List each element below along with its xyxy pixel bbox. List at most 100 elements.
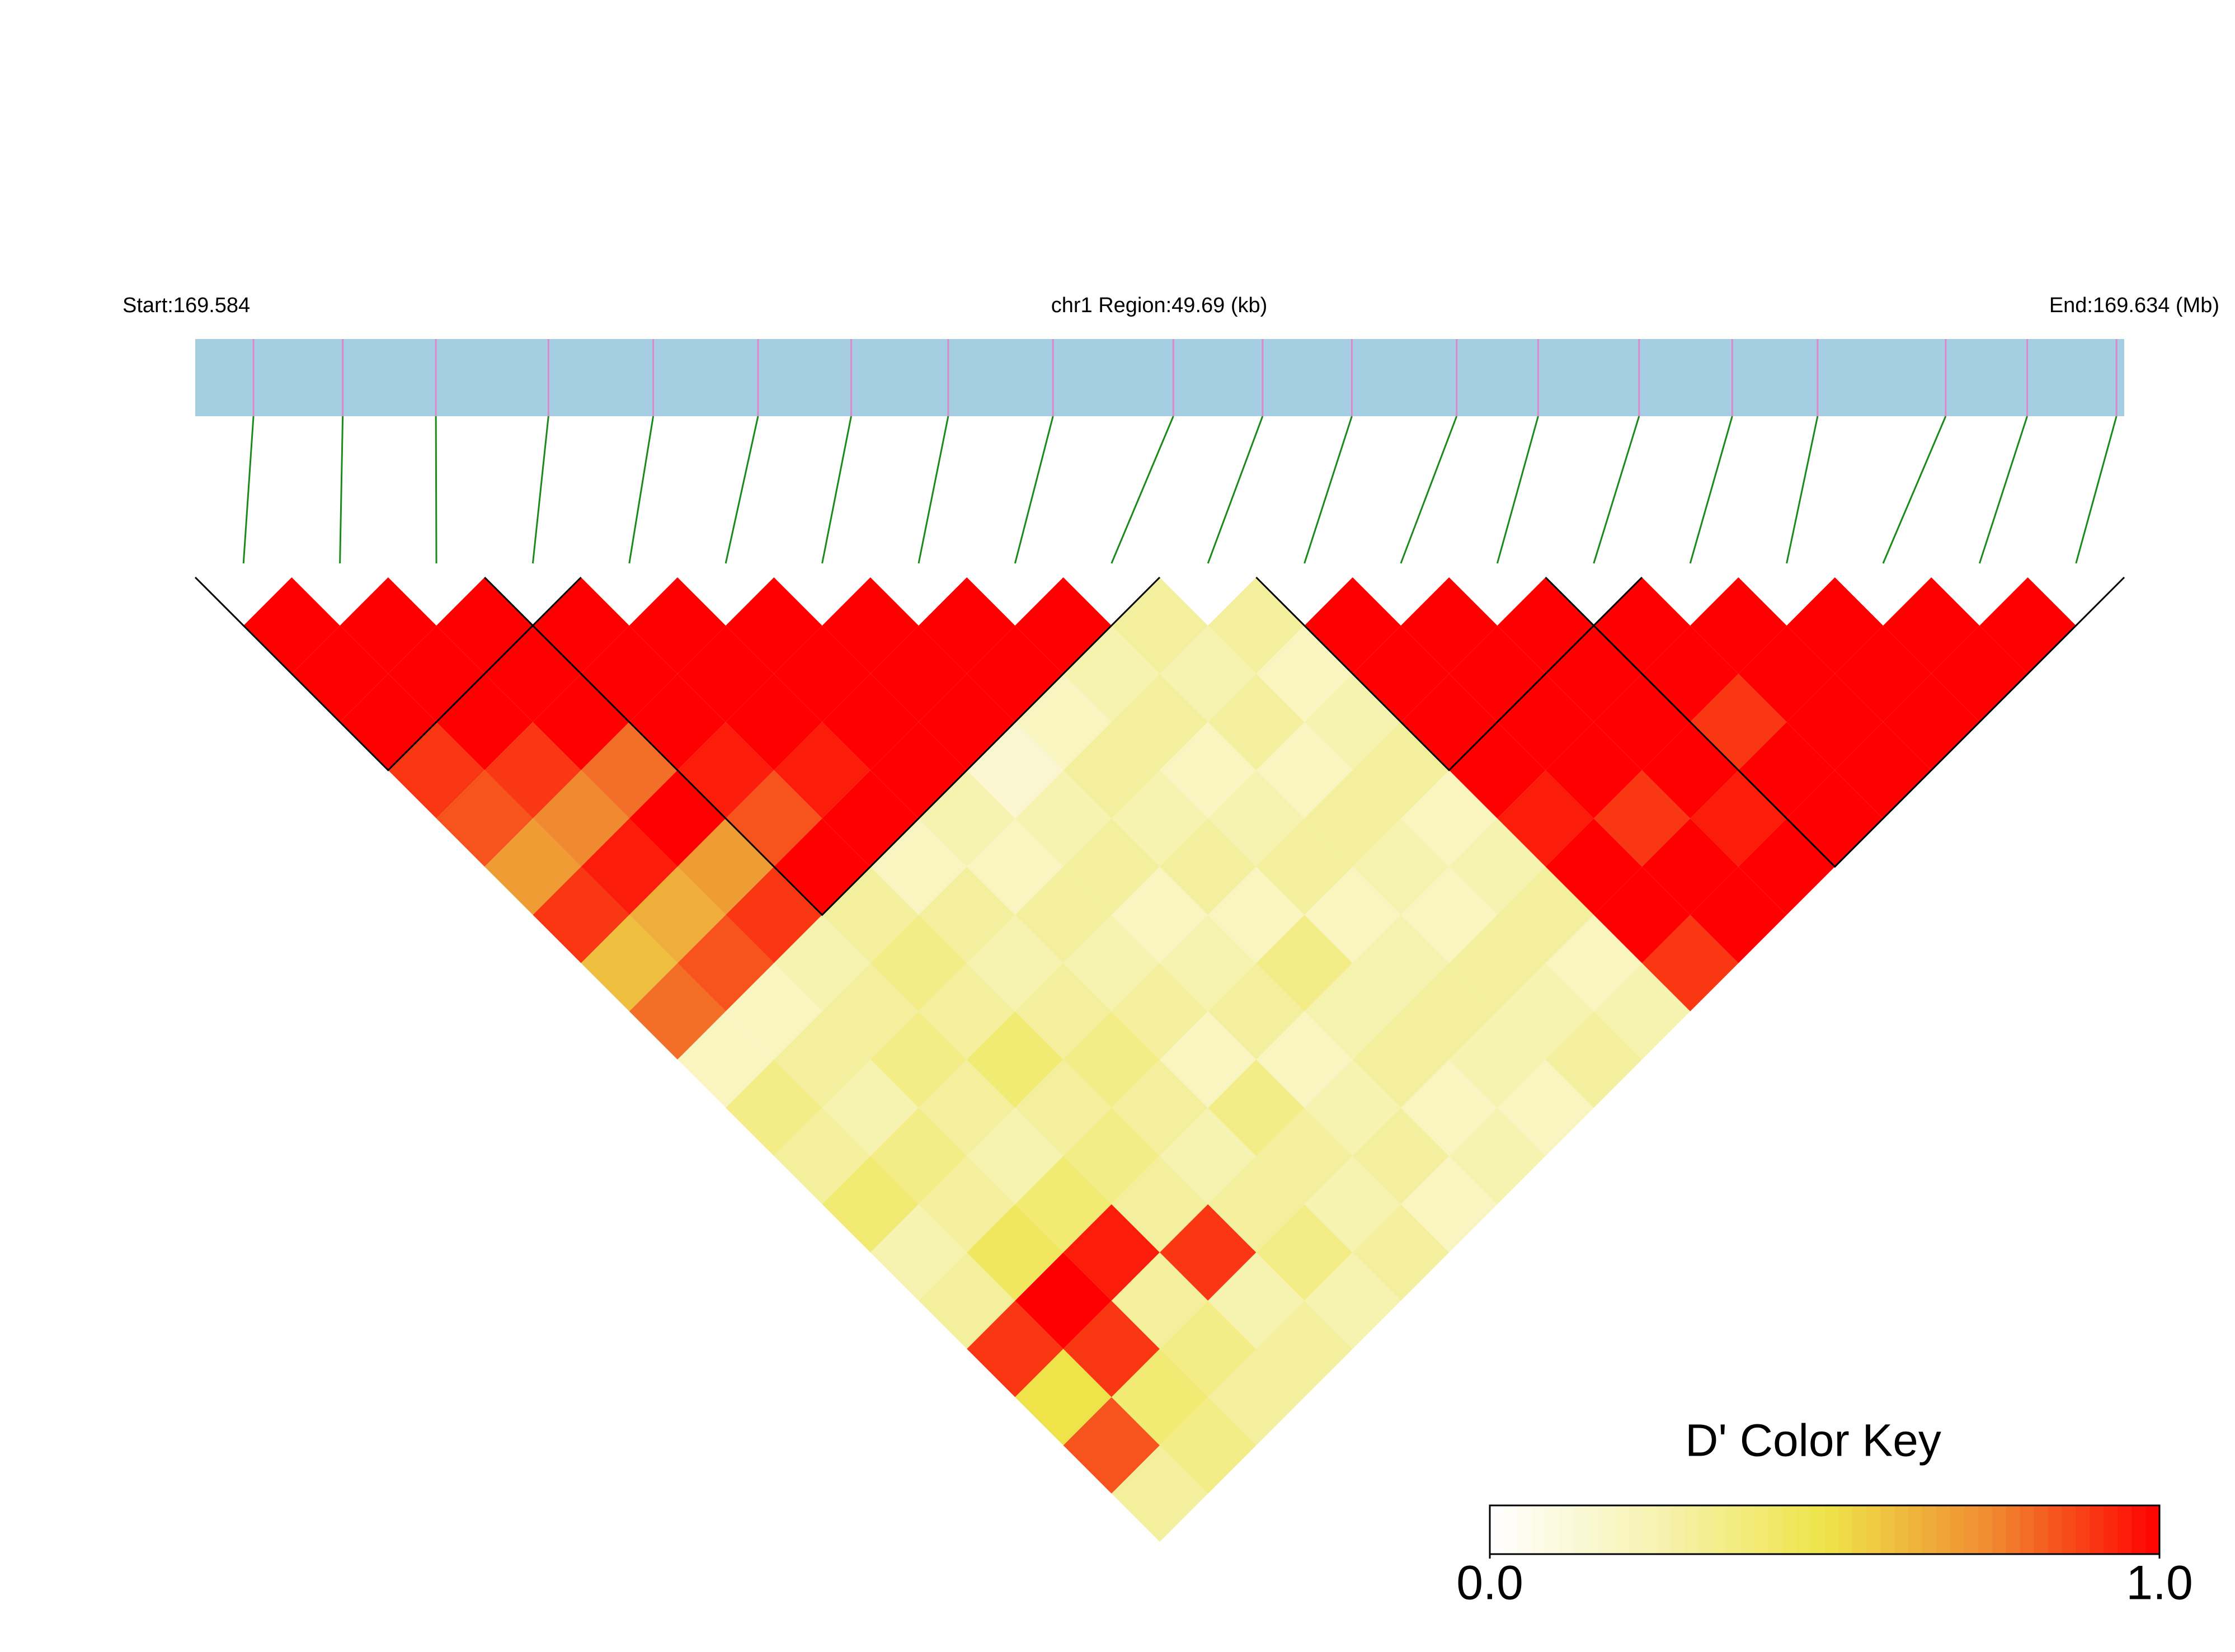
- ld-cell: [1015, 1156, 1112, 1253]
- snp-connector: [724, 416, 759, 564]
- ld-cell: [243, 577, 340, 674]
- ld-cell: [1352, 625, 1450, 722]
- ld-cell: [774, 1108, 871, 1204]
- snp-connector: [1207, 416, 1264, 564]
- ld-cell: [1160, 1397, 1257, 1494]
- ld-cell: [1160, 915, 1257, 1011]
- ld-cell: [1593, 770, 1691, 867]
- ld-cell: [1160, 1204, 1257, 1301]
- ld-cell: [1497, 770, 1594, 867]
- ld-cell: [1160, 1301, 1257, 1397]
- colorbar-step: [1796, 1505, 1811, 1554]
- colorbar-step: [2104, 1505, 2119, 1554]
- ld-cell: [1497, 1060, 1594, 1156]
- ld-cell: [1401, 867, 1498, 963]
- snp-connector: [531, 416, 549, 564]
- ld-cell: [774, 625, 871, 722]
- colorbar-step: [1754, 1505, 1770, 1554]
- colorbar-step: [1782, 1505, 1798, 1554]
- snp-connector: [628, 416, 655, 564]
- colorbar-tick-label: 1.0: [2126, 1556, 2193, 1610]
- ld-cell: [436, 770, 533, 867]
- ld-cell: [1111, 867, 1208, 963]
- position-bar: [195, 339, 2124, 416]
- colorbar-step: [2145, 1505, 2160, 1554]
- ld-cell: [1545, 722, 1642, 818]
- colorbar-step: [1601, 1505, 1616, 1554]
- colorbar-tick-label: 0.0: [1456, 1556, 1523, 1610]
- ld-block-outline: [1255, 576, 1643, 771]
- ld-cell: [1593, 867, 1691, 963]
- ld-cell: [629, 577, 726, 674]
- ld-cell: [677, 625, 774, 722]
- colorbar-step: [1740, 1505, 1756, 1554]
- start-label: Start:169.584: [123, 294, 250, 317]
- snp-connector: [821, 416, 852, 564]
- ld-cell: [1593, 963, 1691, 1060]
- ld-cell: [1256, 1011, 1353, 1108]
- ld-cell: [967, 1204, 1064, 1301]
- ld-cell: [1690, 867, 1787, 963]
- snp-connector: [242, 416, 255, 564]
- ld-cell: [1256, 722, 1353, 818]
- colorbar-step: [1894, 1505, 1909, 1554]
- ld-cell: [1304, 963, 1401, 1060]
- ld-cell: [1786, 674, 1883, 770]
- ld-cell: [1256, 818, 1353, 915]
- ld-cell: [533, 770, 629, 867]
- colorbar-step: [1838, 1505, 1853, 1554]
- colorbar-step: [2034, 1505, 2049, 1554]
- colorbar-step: [1880, 1505, 1895, 1554]
- ld-cell: [1449, 1108, 1546, 1204]
- colorbar-step: [1713, 1505, 1728, 1554]
- colorbar-step: [1852, 1505, 1867, 1554]
- colorbar-step: [2076, 1505, 2091, 1554]
- colorbar-step: [1950, 1505, 1965, 1554]
- ld-cell: [1642, 818, 1739, 915]
- colorbar-step: [1964, 1505, 1979, 1554]
- ld-cell: [1015, 1349, 1112, 1446]
- ld-cell: [1111, 674, 1208, 770]
- ld-cell: [1834, 625, 1932, 722]
- ld-cell: [1352, 915, 1450, 1011]
- colorbar-step: [1685, 1505, 1700, 1554]
- ld-cell: [1545, 1011, 1642, 1108]
- colorbar-step: [2006, 1505, 2021, 1554]
- ld-cell: [1160, 722, 1257, 818]
- colorbar-step: [1866, 1505, 1881, 1554]
- ld-cell: [1160, 1108, 1257, 1204]
- snp-connector: [1689, 416, 1733, 564]
- colorbar-title: D' Color Key: [1685, 1415, 1941, 1466]
- ld-cell: [1111, 963, 1208, 1060]
- ld-cell: [1786, 577, 1883, 674]
- ld-block-outline: [194, 576, 582, 771]
- ld-cell: [1401, 577, 1498, 674]
- ld-cell: [1015, 867, 1112, 963]
- ld-cell: [436, 577, 533, 674]
- colorbar-step: [1545, 1505, 1560, 1554]
- ld-cell: [1256, 1204, 1353, 1301]
- ld-cell: [1015, 1060, 1112, 1156]
- ld-cell: [1256, 1301, 1353, 1397]
- colorbar-step: [1587, 1505, 1602, 1554]
- ld-cell: [919, 867, 1015, 963]
- colorbar-step: [1824, 1505, 1839, 1554]
- ld-cell: [1401, 1156, 1498, 1253]
- ld-cell: [919, 963, 1015, 1060]
- ld-cell: [919, 1060, 1015, 1156]
- colorbar-step: [1810, 1505, 1825, 1554]
- ld-cell: [1256, 1108, 1353, 1204]
- ld-cell: [774, 722, 871, 818]
- ld-cell: [774, 1011, 871, 1108]
- ld-cell: [1160, 1011, 1257, 1108]
- ld-cell: [436, 674, 533, 770]
- colorbar-step: [2020, 1505, 2035, 1554]
- colorbar-step: [1992, 1505, 2007, 1554]
- colorbar-step: [1908, 1505, 1923, 1554]
- ld-cell: [533, 867, 629, 963]
- colorbar-step: [1573, 1505, 1588, 1554]
- ld-cell: [1642, 915, 1739, 1011]
- ld-cell: [677, 818, 774, 915]
- ld-cell: [1304, 867, 1401, 963]
